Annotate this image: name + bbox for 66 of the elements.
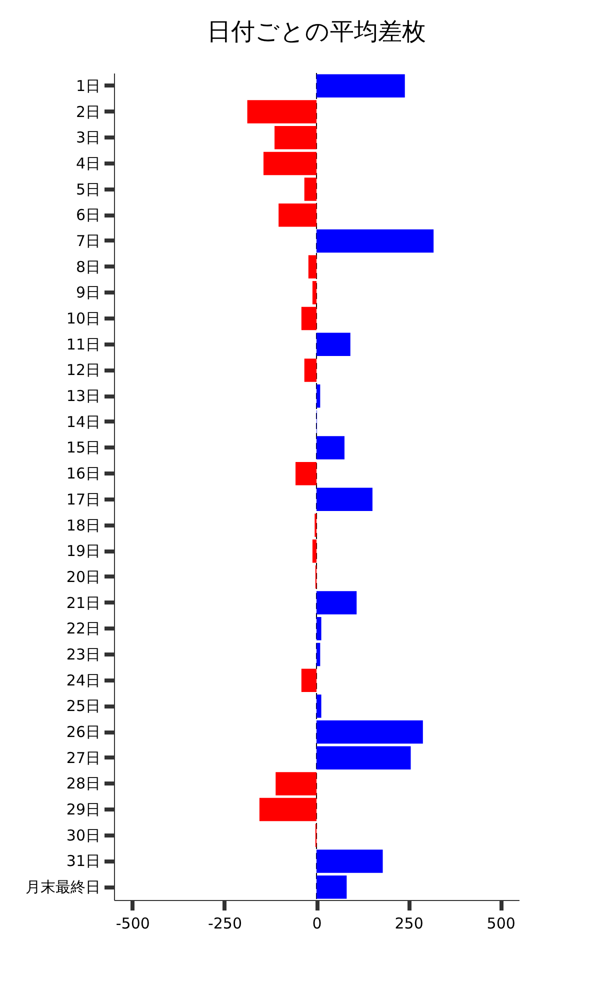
y-tick-label: 31日	[66, 852, 100, 870]
y-tick-label: 14日	[66, 412, 100, 431]
y-tick-label: 17日	[66, 490, 100, 508]
bar	[316, 229, 434, 253]
y-tick-label: 27日	[66, 748, 100, 767]
y-tick-label: 2日	[76, 102, 100, 121]
x-tick-label: 250	[394, 914, 424, 932]
bar	[259, 798, 316, 822]
bar	[316, 384, 320, 408]
bar	[301, 668, 316, 692]
y-tick-label: 6日	[76, 206, 100, 224]
bar	[316, 875, 347, 899]
bar	[263, 152, 316, 176]
bar	[278, 204, 316, 227]
y-tick-label: 10日	[66, 310, 100, 328]
y-tick-label: 月末最終日	[26, 878, 100, 896]
bar	[316, 591, 357, 614]
bar	[247, 100, 316, 124]
y-tick-label: 22日	[66, 620, 100, 638]
bar	[316, 746, 411, 770]
bar	[316, 617, 322, 640]
y-tick-label: 8日	[76, 258, 100, 276]
y-tick-label: 23日	[66, 645, 100, 664]
y-tick-label: 30日	[66, 826, 100, 844]
y-tick-label: 18日	[66, 516, 100, 534]
y-tick-label: 24日	[66, 671, 100, 690]
y-tick-label: 29日	[66, 800, 100, 819]
chart-title: 日付ごとの平均差枚	[207, 18, 426, 46]
x-tick-label: 500	[486, 914, 516, 932]
y-tick-label: 4日	[76, 154, 100, 172]
bar	[316, 332, 350, 356]
y-tick-label: 1日	[76, 76, 100, 95]
bar	[316, 488, 372, 512]
y-tick-label: 25日	[66, 697, 100, 716]
bar	[296, 462, 316, 486]
bar	[316, 74, 405, 98]
y-tick-label: 9日	[76, 284, 100, 302]
bar	[301, 306, 316, 330]
y-tick-label: 5日	[76, 180, 100, 198]
bar	[276, 772, 316, 796]
bar	[304, 358, 316, 382]
y-tick-label: 13日	[66, 387, 100, 406]
y-tick-label: 26日	[66, 723, 100, 742]
bar	[316, 694, 322, 718]
y-tick-label: 16日	[66, 464, 100, 483]
bar	[274, 126, 316, 150]
y-tick-label: 7日	[76, 232, 100, 250]
y-tick-label: 12日	[66, 361, 100, 380]
y-tick-label: 11日	[66, 335, 100, 354]
x-tick-label: -500	[116, 914, 150, 932]
bar	[308, 255, 316, 278]
bar	[316, 850, 383, 873]
y-tick-label: 15日	[66, 438, 100, 457]
y-tick-label: 19日	[66, 542, 100, 560]
y-tick-label: 3日	[76, 128, 100, 147]
bar	[316, 720, 423, 744]
bar	[312, 281, 316, 304]
y-tick-label: 20日	[66, 568, 100, 586]
x-tick-label: 0	[312, 914, 322, 932]
y-tick-label: 21日	[66, 594, 100, 612]
x-tick-label: -250	[208, 914, 242, 932]
bar	[316, 642, 320, 666]
y-tick-label: 28日	[66, 774, 100, 793]
bar	[312, 539, 316, 563]
bar	[316, 436, 344, 460]
bar	[304, 178, 316, 201]
